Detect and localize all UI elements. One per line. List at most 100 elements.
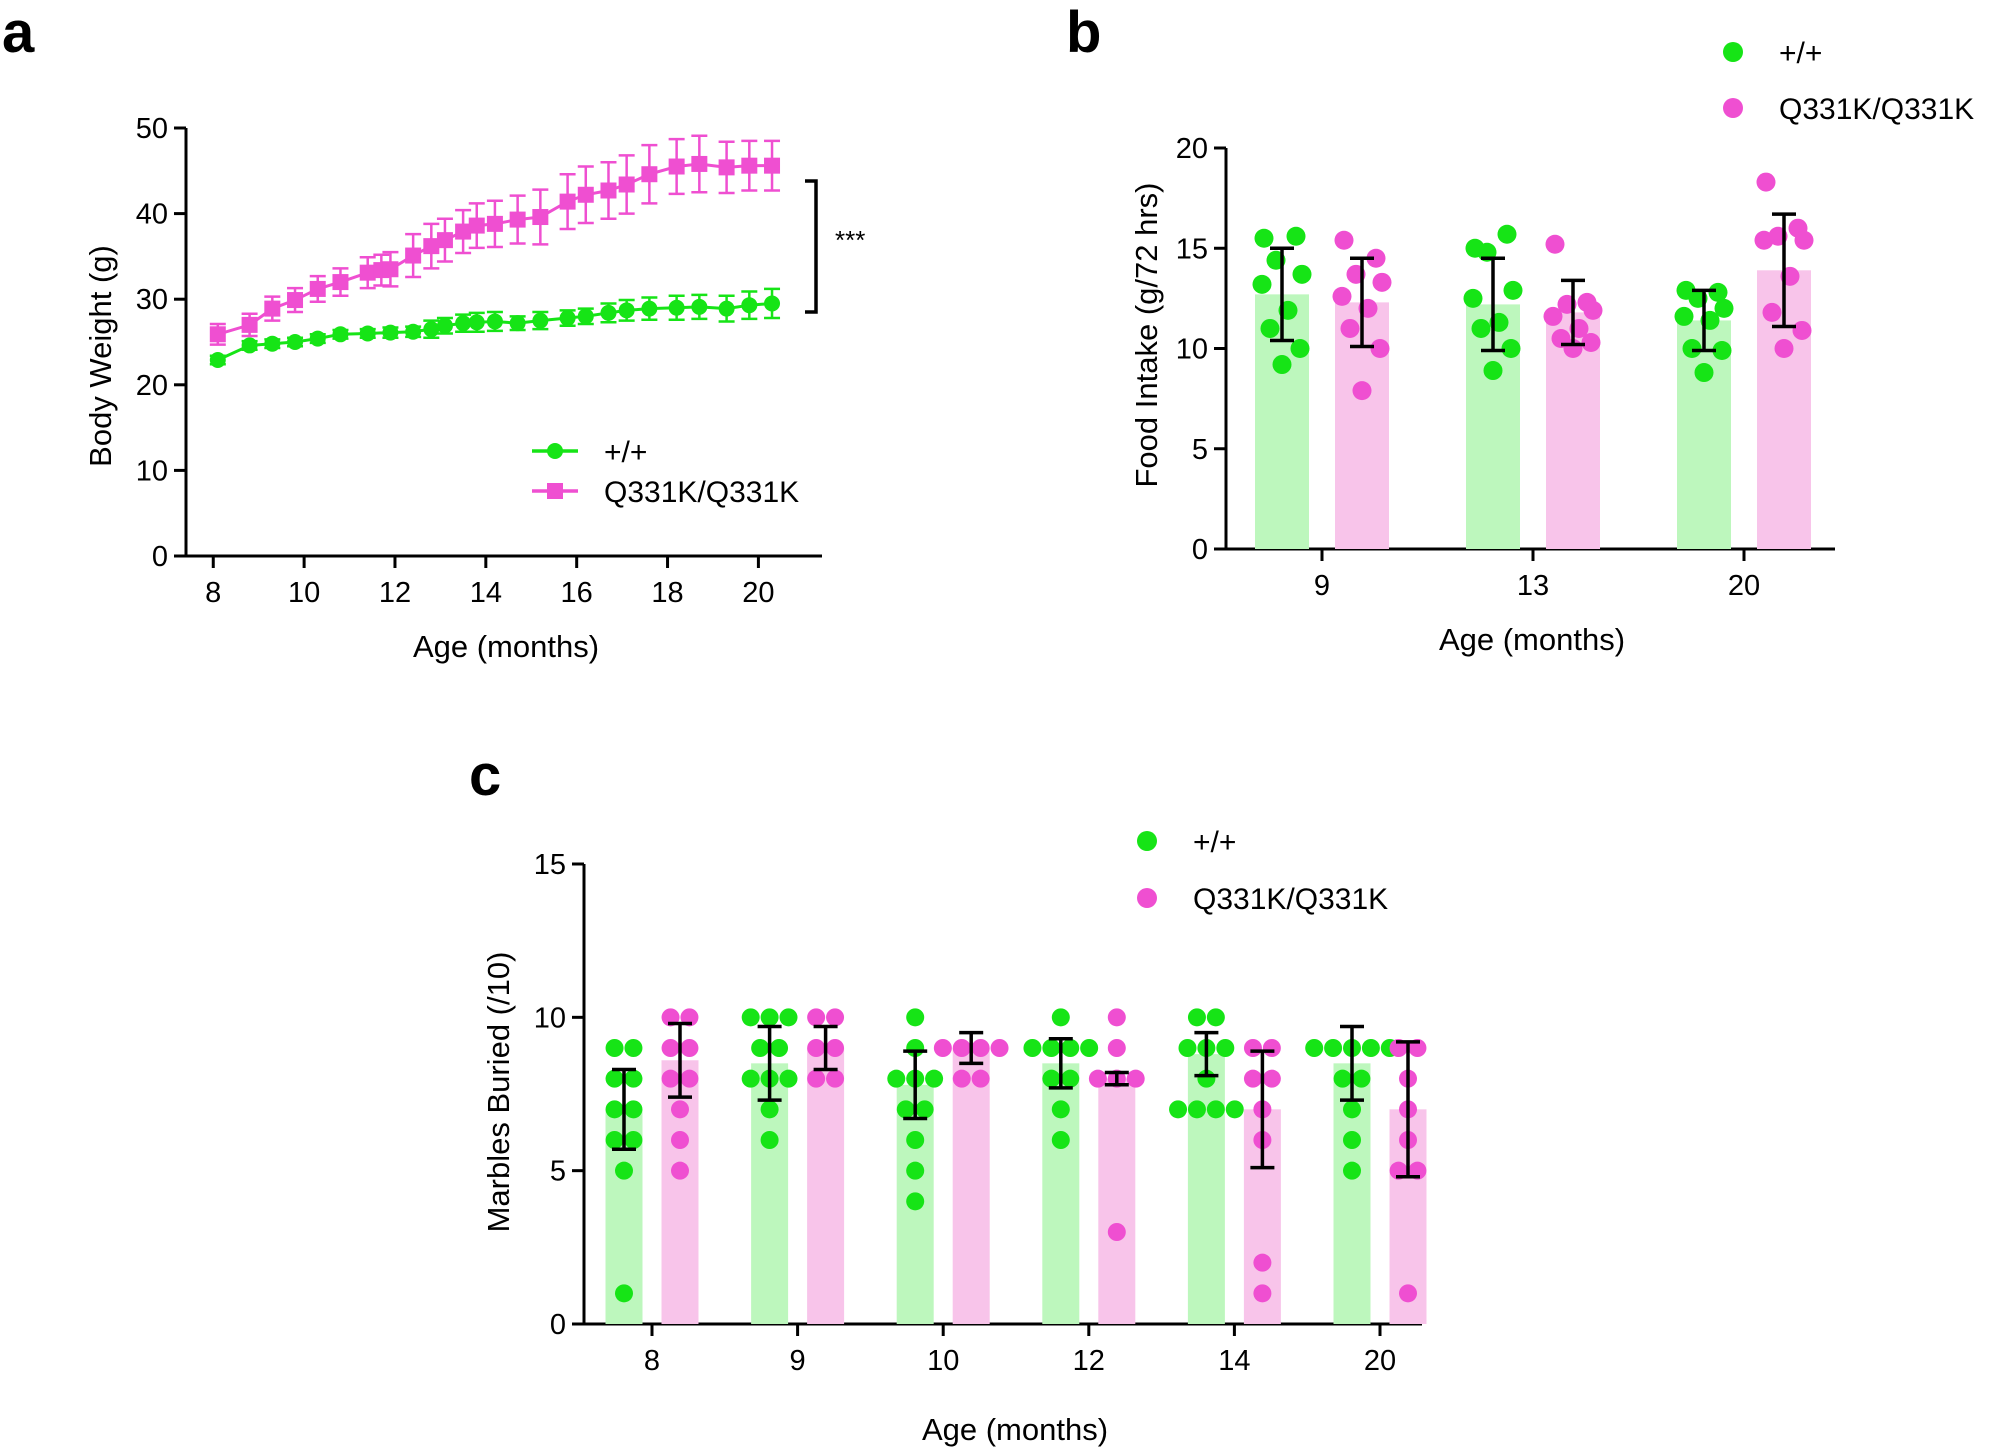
mut-data-point xyxy=(1399,1284,1417,1303)
mut-bar xyxy=(807,1048,845,1324)
panel-c-legend: +/+ Q331K/Q331K xyxy=(1137,826,1388,916)
wt-data-point xyxy=(741,297,758,314)
wt-data-point xyxy=(359,325,376,342)
panel-b-axes: 0 5 10 15 20 9 13 20 xyxy=(1176,133,1835,602)
wt-data-point xyxy=(1051,1008,1070,1027)
mut-data-point xyxy=(1107,1039,1126,1057)
mut-data-point xyxy=(1352,381,1372,401)
panel-b-legend-mut-marker xyxy=(1723,98,1743,118)
panel-a-x-tick-label: 16 xyxy=(561,577,593,609)
legend-wt-circle-marker xyxy=(547,443,563,459)
panel-c-x-tick-label: 20 xyxy=(1364,1345,1396,1377)
panel-a-y-axis-title: Body Weight (g) xyxy=(83,245,118,467)
wt-data-point xyxy=(287,334,304,350)
panel-b-y-axis-title: Food Intake (g/72 hrs) xyxy=(1129,183,1164,488)
wt-data-point xyxy=(641,300,658,317)
mut-data-point xyxy=(1583,300,1603,320)
wt-data-point xyxy=(718,300,735,317)
wt-data-point xyxy=(1178,1039,1197,1057)
wt-data-point xyxy=(559,310,576,327)
mut-data-point xyxy=(264,300,281,317)
panel-b-x-tick-label: 9 xyxy=(1314,570,1330,602)
wt-data-point xyxy=(1712,341,1732,361)
wt-data-point xyxy=(332,326,349,343)
panel-a-y-tick-label: 30 xyxy=(136,284,168,316)
wt-data-point xyxy=(1343,1161,1361,1180)
mut-data-point xyxy=(764,157,781,174)
mut-data-point xyxy=(1792,320,1812,340)
wt-data-point xyxy=(1682,339,1702,358)
panel-c-legend-wt-marker xyxy=(1137,831,1157,851)
wt-data-point xyxy=(605,1100,624,1119)
mut-data-point xyxy=(1262,1039,1281,1057)
wt-data-point xyxy=(486,313,503,330)
mut-data-point xyxy=(807,1069,826,1088)
wt-data-point xyxy=(915,1100,934,1119)
panel-a-axes: 0 10 20 30 40 50 8 10 12 14 16 18 20 xyxy=(136,113,822,609)
mut-data-point xyxy=(671,1100,689,1119)
mut-data-point xyxy=(559,193,576,210)
wt-data-point xyxy=(741,1008,760,1027)
mut-data-point xyxy=(990,1039,1009,1057)
wt-data-point xyxy=(382,324,399,341)
mut-data-point xyxy=(1262,1069,1281,1088)
mut-data-point xyxy=(826,1039,845,1057)
panel-b-y-tick-label: 10 xyxy=(1176,334,1208,366)
mut-data-point xyxy=(641,166,658,183)
wt-data-point xyxy=(624,1100,643,1119)
wt-data-point xyxy=(668,299,685,316)
mut-data-point xyxy=(468,217,485,234)
panel-c-legend-mut-marker xyxy=(1137,888,1157,908)
wt-data-point xyxy=(1272,355,1292,375)
series-wt xyxy=(209,287,781,368)
panel-c-label: c xyxy=(469,743,501,808)
panel-b-y-tick-label: 20 xyxy=(1176,133,1208,165)
mut-data-point xyxy=(600,182,617,199)
mut-data-point xyxy=(1774,339,1794,358)
panel-c-y-axis-title: Marbles Buried (/10) xyxy=(481,952,516,1233)
wt-data-point xyxy=(605,1039,624,1057)
wt-bar xyxy=(1187,1054,1225,1324)
wt-data-point xyxy=(1286,226,1306,246)
mut-data-point xyxy=(1243,1039,1262,1057)
wt-data-point xyxy=(618,302,635,319)
wt-data-point xyxy=(1187,1008,1206,1027)
mut-data-point xyxy=(532,209,549,226)
mut-data-point xyxy=(1366,248,1386,268)
panel-c-x-axis-title: Age (months) xyxy=(922,1412,1108,1447)
mut-bar xyxy=(952,1048,990,1324)
mut-data-point xyxy=(1340,318,1360,338)
panel-c-marbles-buried: c 0 5 10 15 8 9 10 12 14 20 Age (months) Marbles … xyxy=(469,743,1427,1447)
mut-data-point xyxy=(486,215,503,232)
panel-b-y-tick-label: 5 xyxy=(1192,434,1208,466)
panel-b-y-tick-label: 0 xyxy=(1192,534,1208,566)
panel-a-y-tick-label: 20 xyxy=(136,370,168,402)
mut-data-point xyxy=(718,159,735,176)
wt-data-point xyxy=(615,1284,633,1303)
wt-data-point xyxy=(1674,306,1694,326)
mut-data-point xyxy=(1794,230,1814,250)
wt-data-point xyxy=(209,351,226,368)
panel-a-legend-mut-label: Q331K/Q331K xyxy=(604,476,799,509)
panel-b-food-intake: b 0 5 10 15 20 9 13 20 Age (months) Food Intake… xyxy=(1066,0,1974,657)
panel-b-x-tick-label: 13 xyxy=(1517,570,1549,602)
wt-data-point xyxy=(1051,1131,1070,1149)
wt-data-point xyxy=(1080,1039,1099,1057)
panel-c-plot xyxy=(605,1008,1427,1324)
wt-data-point xyxy=(887,1069,906,1088)
wt-data-point xyxy=(1305,1039,1324,1057)
mut-data-point xyxy=(1243,1069,1262,1088)
panel-c-y-tick-label: 5 xyxy=(550,1156,566,1188)
panel-c-x-tick-label: 12 xyxy=(1073,1345,1105,1377)
mut-data-point xyxy=(405,247,422,264)
wt-data-point xyxy=(1501,339,1521,358)
panel-c-x-tick-label: 9 xyxy=(790,1345,806,1377)
wt-data-point xyxy=(1290,339,1310,358)
mut-data-point xyxy=(971,1069,990,1088)
wt-data-point xyxy=(906,1008,925,1027)
mut-data-point xyxy=(661,1069,680,1088)
mut-data-point xyxy=(577,186,594,203)
mut-data-point xyxy=(309,280,326,297)
